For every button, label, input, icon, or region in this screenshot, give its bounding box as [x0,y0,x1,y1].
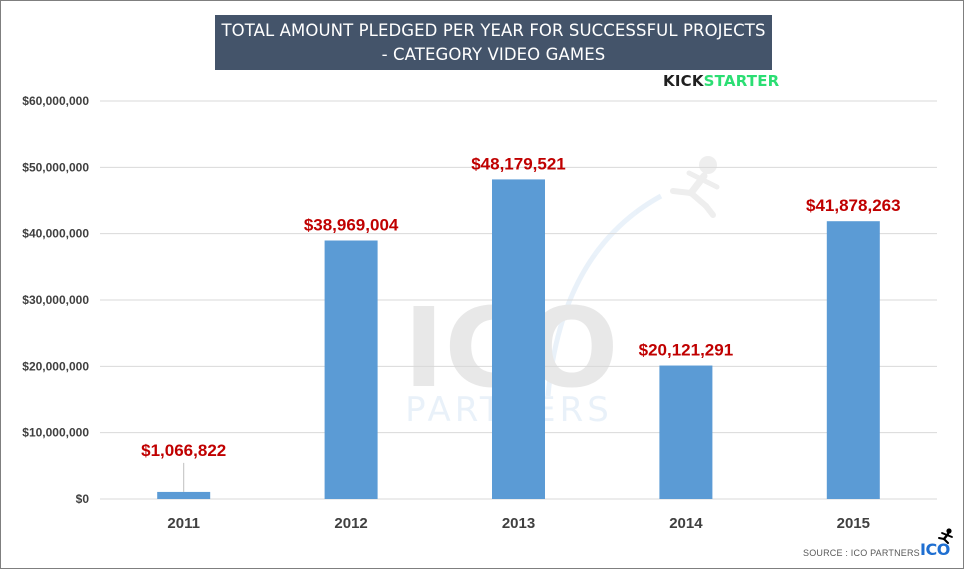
y-tick-label: $20,000,000 [22,359,89,373]
category-label: 2011 [167,515,200,532]
y-tick-label: $40,000,000 [22,227,89,241]
data-label: $41,878,263 [806,196,901,215]
y-tick-label: $30,000,000 [22,293,89,307]
runner-icon [938,528,953,544]
kickstarter-logo-kick: KICK [663,72,704,90]
bar-2012 [324,240,378,499]
watermark-runner-icon [670,156,720,218]
y-tick-label: $50,000,000 [22,160,89,174]
data-label: $1,066,822 [141,441,226,460]
ico-logo: ICO [920,540,950,559]
data-label: $48,179,521 [471,154,566,173]
bar-2014 [659,365,713,499]
bar-2013 [492,179,545,499]
bars [157,179,880,499]
category-label: 2013 [502,515,535,532]
x-axis-category-labels: 2011 2012 2013 2014 2015 [167,515,870,532]
kickstarter-logo-starter: STARTER [703,72,780,90]
data-labels: $1,066,822 $38,969,004 $48,179,521 $20,121,… [141,154,901,492]
kickstarter-logo: KICKSTARTER [663,72,779,90]
y-axis-tick-labels: $0 $10,000,000 $20,000,000 $30,000,000 $40,0… [22,94,89,506]
category-label: 2012 [334,515,367,532]
bar-2011 [157,491,211,499]
watermark-swoosh [545,193,663,397]
category-label: 2014 [669,515,703,532]
y-tick-label: $0 [76,492,90,506]
category-label: 2015 [837,515,870,532]
source-note: SOURCE : ICO PARTNERS [803,548,920,558]
chart-title-line-1: TOTAL AMOUNT PLEDGED PER YEAR FOR SUCCES… [221,20,766,40]
chart-title-line-2: - CATEGORY VIDEO GAMES [381,44,606,64]
data-label: $20,121,291 [639,341,734,360]
y-tick-label: $10,000,000 [22,426,89,440]
chart-title: TOTAL AMOUNT PLEDGED PER YEAR FOR SUCCES… [215,15,772,70]
y-tick-label: $60,000,000 [22,94,89,108]
data-label: $38,969,004 [304,216,399,235]
bar-2015 [826,221,880,499]
